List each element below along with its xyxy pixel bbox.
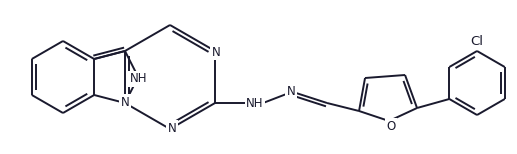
Text: N: N [120, 95, 129, 109]
Text: N: N [211, 45, 220, 59]
Text: Cl: Cl [470, 34, 483, 47]
Text: O: O [386, 120, 396, 132]
Text: N: N [286, 85, 295, 97]
Text: NH: NH [246, 97, 264, 109]
Text: NH: NH [129, 73, 147, 85]
Text: N: N [168, 122, 176, 134]
